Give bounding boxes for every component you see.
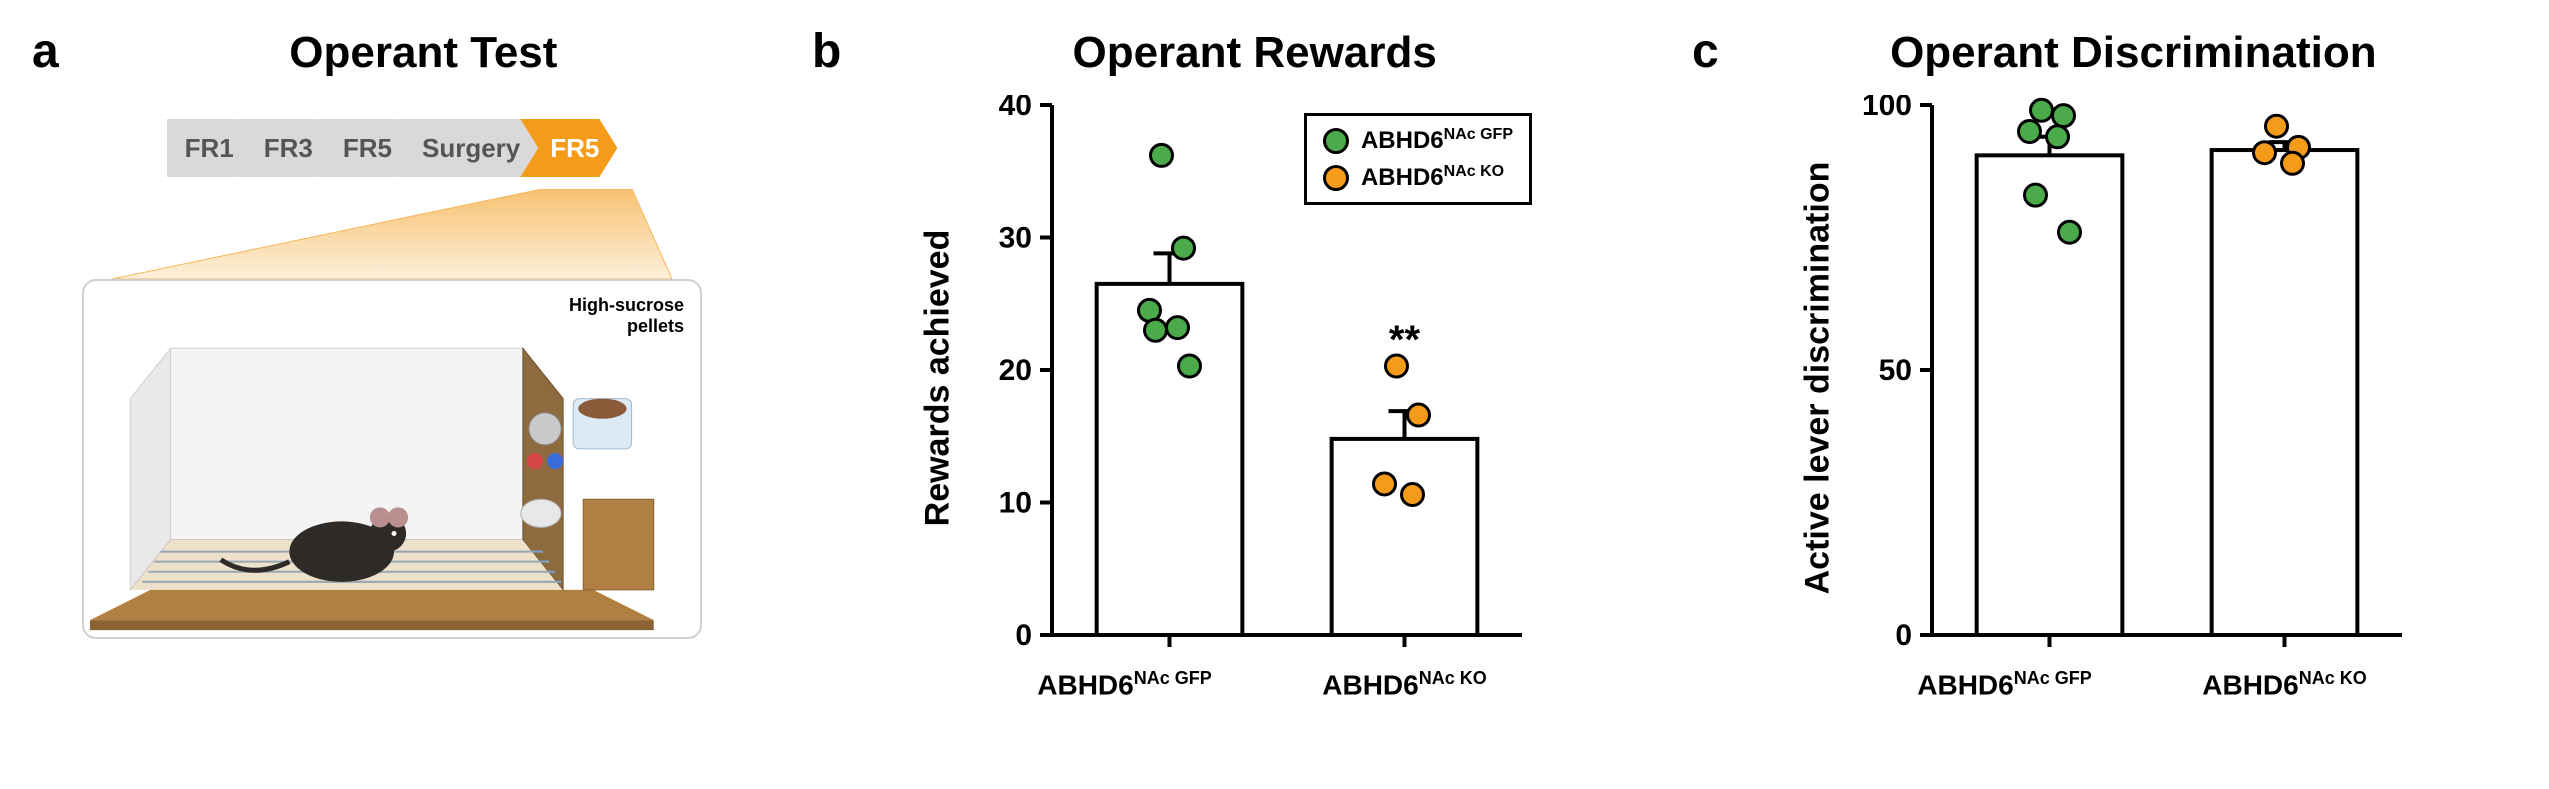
legend-dot-gfp [1323,128,1349,154]
c-ko-main: ABHD6 [2202,669,2298,700]
panel-c-chart: Active lever discrimination 050100 [1862,95,2422,660]
svg-text:30: 30 [999,222,1032,255]
svg-text:100: 100 [1862,95,1912,122]
panel-b-header: b Operant Rewards [812,24,1632,79]
operant-box-illustration: High-sucrose pellets [82,279,702,639]
legend-dot-ko [1323,165,1349,191]
legend-ko-main: ABHD6 [1361,164,1444,191]
panel-a-letter: a [32,24,59,79]
panel-c-ylabel: Active lever discrimination [1799,161,1838,594]
panel-c-svg: 0 50 100 [1862,95,2422,655]
panel-a-header: a Operant Test [32,24,752,79]
panel-c-letter: c [1692,24,1719,79]
panel-c: c Operant Discrimination Active lever di… [1692,24,2512,701]
svg-text:10: 10 [999,487,1032,520]
panel-b-ylabel: Rewards achieved [919,229,958,526]
svg-text:**: ** [1389,318,1421,362]
panel-c-xlabels: ABHD6NAc GFP ABHD6NAc KO [1862,668,2422,701]
svg-text:0: 0 [1895,619,1912,652]
b-ko-sup: NAc KO [1419,668,1487,688]
b-gfp-sup: NAc GFP [1134,668,1212,688]
legend-text-ko: ABHD6NAc KO [1361,163,1504,192]
svg-text:20: 20 [999,354,1032,387]
legend-box: ABHD6NAc GFP ABHD6NAc KO [1304,113,1532,205]
panel-c-xlabel-ko: ABHD6NAc KO [2202,668,2366,701]
svg-text:40: 40 [999,95,1032,122]
svg-text:50: 50 [1879,354,1912,387]
panel-c-xlabel-gfp: ABHD6NAc GFP [1917,668,2091,701]
c-ko-sup: NAc KO [2299,668,2367,688]
pellet-label-line1: High-sucrose pellets [569,295,684,336]
panel-c-header: c Operant Discrimination [1692,24,2512,79]
legend-text-gfp: ABHD6NAc GFP [1361,126,1513,155]
operant-box-svg [90,287,694,631]
b-gfp-main: ABHD6 [1037,669,1133,700]
protocol-step-surgery: Surgery [392,119,538,177]
pellet-label: High-sucrose pellets [569,295,684,336]
protocol-step-fr1: FR1 [167,119,252,177]
legend-row-gfp: ABHD6NAc GFP [1323,126,1513,155]
legend-gfp-main: ABHD6 [1361,127,1444,154]
zoom-fan [112,189,672,279]
panel-b-xlabel-gfp: ABHD6NAc GFP [1037,668,1211,701]
figure-row: a Operant Test FR1 FR3 FR5 Surgery FR5 H… [32,24,2517,701]
svg-text:0: 0 [1015,619,1032,652]
panel-b-xlabels: ABHD6NAc GFP ABHD6NAc KO [982,668,1542,701]
protocol-arrows: FR1 FR3 FR5 Surgery FR5 [167,119,618,177]
panel-a-title: Operant Test [95,28,752,78]
panel-b-chart: Rewards achieved 010203040** ABHD6NAc GF… [982,95,1542,660]
legend-gfp-sup: NAc GFP [1444,126,1513,143]
panel-b: b Operant Rewards Rewards achieved 0 10 20… [812,24,1632,701]
panel-b-xlabel-ko: ABHD6NAc KO [1322,668,1486,701]
b-ko-main: ABHD6 [1322,669,1418,700]
c-gfp-main: ABHD6 [1917,669,2013,700]
panel-b-title: Operant Rewards [877,28,1632,78]
c-gfp-sup: NAc GFP [2014,668,2092,688]
legend-row-ko: ABHD6NAc KO [1323,163,1513,192]
legend-ko-sup: NAc KO [1444,163,1504,180]
panel-b-letter: b [812,24,841,79]
panel-a: a Operant Test FR1 FR3 FR5 Surgery FR5 H… [32,24,752,639]
panel-c-title: Operant Discrimination [1755,28,2512,78]
